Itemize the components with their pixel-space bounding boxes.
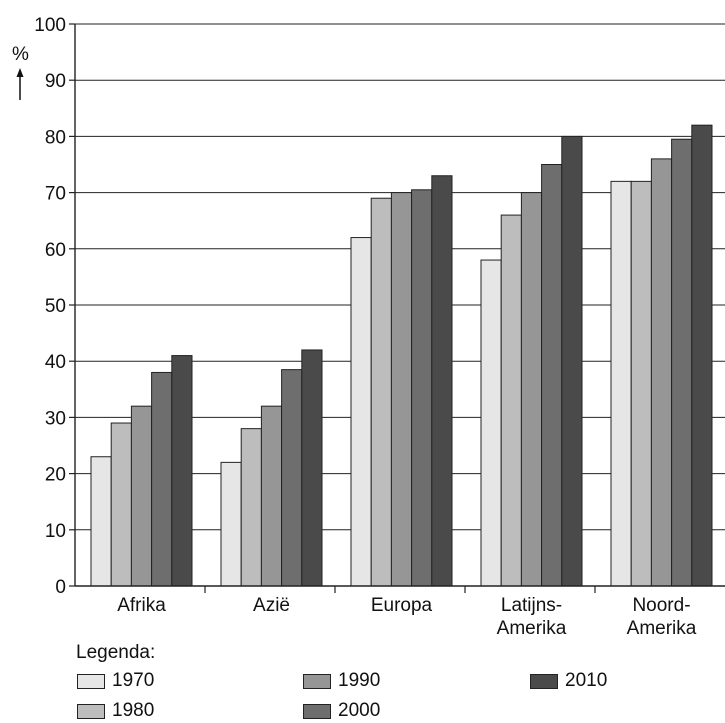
legend-label-2010: 2010 — [565, 670, 608, 691]
y-tick-label: 30 — [45, 408, 66, 429]
bar-1970-4 — [610, 180, 632, 587]
y-axis-unit-label: % — [12, 44, 29, 65]
y-tick-label: 100 — [34, 15, 66, 36]
legend-item-1980: 1980 — [77, 700, 154, 722]
legend-label-1970: 1970 — [112, 670, 155, 691]
y-tick-label: 70 — [45, 184, 66, 205]
legend-item-1990: 1990 — [303, 670, 380, 692]
category-labels: Afrika Azië Europa Latijns-AmerikaNoord-Ame… — [117, 595, 697, 639]
bar-1990-4 — [650, 158, 673, 587]
bar-2010-4 — [691, 124, 713, 587]
bar-2000-4 — [671, 138, 693, 587]
bar-1970-1 — [220, 461, 242, 587]
bar-2010-1 — [301, 349, 323, 587]
bar-2000-2 — [411, 189, 433, 587]
bar-1970-0 — [90, 456, 112, 587]
bars — [90, 124, 713, 587]
legend-swatch-2000 — [303, 703, 331, 719]
bar-1990-0 — [130, 405, 153, 587]
legend-label-1990: 1990 — [338, 670, 381, 691]
legend-title: Legenda: — [76, 642, 156, 663]
bar-1980-4 — [630, 180, 652, 587]
y-tick-label: 40 — [45, 352, 66, 373]
y-tick-label: 50 — [45, 296, 66, 317]
bar-1970-3 — [480, 259, 502, 587]
category-label: Afrika — [117, 595, 166, 616]
bar-1980-3 — [500, 214, 522, 587]
bar-2010-0 — [171, 355, 193, 587]
bar-1980-1 — [240, 428, 262, 587]
bar-1970-2 — [350, 237, 372, 587]
legend-swatch-1990 — [303, 673, 331, 689]
bar-1990-1 — [260, 405, 283, 587]
y-tick-labels: 0 10 20 30 40 50 60 70 80 90 100 — [34, 15, 66, 598]
category-label: Azië — [253, 595, 290, 616]
bar-2000-1 — [281, 369, 303, 587]
legend-swatch-2010 — [530, 673, 558, 689]
bar-1980-2 — [370, 197, 392, 587]
bar-1990-3 — [520, 192, 543, 587]
y-axis-unit: % — [12, 44, 29, 100]
y-tick-label: 10 — [45, 521, 66, 542]
y-axis-up-arrow-head — [16, 68, 24, 77]
y-tick-label: 60 — [45, 240, 66, 261]
y-tick-label: 90 — [45, 71, 66, 92]
legend-label-2000: 2000 — [338, 700, 381, 721]
y-tick-label: 80 — [45, 127, 66, 148]
axes — [69, 23, 725, 593]
bar-2010-2 — [431, 175, 453, 587]
category-label: Latijns- — [501, 595, 562, 616]
category-label: Europa — [371, 595, 433, 616]
legend-item-2000: 2000 — [303, 700, 380, 722]
legend-item-2010: 2010 — [530, 670, 607, 692]
category-label: Noord- — [632, 595, 690, 616]
category-label-line2: Amerika — [627, 618, 697, 639]
category-label-line2: Amerika — [497, 618, 567, 639]
bar-2010-3 — [561, 135, 583, 587]
y-tick-label: 20 — [45, 465, 66, 486]
legend-label-1980: 1980 — [112, 700, 155, 721]
legend-swatch-1970 — [77, 673, 105, 689]
legend-item-1970: 1970 — [77, 670, 154, 692]
legend-swatch-1980 — [77, 703, 105, 719]
bar-1980-0 — [110, 422, 132, 587]
bar-1990-2 — [390, 192, 413, 587]
y-tick-label: 0 — [55, 577, 66, 598]
bar-2000-0 — [151, 371, 173, 587]
bar-2000-3 — [541, 164, 563, 587]
